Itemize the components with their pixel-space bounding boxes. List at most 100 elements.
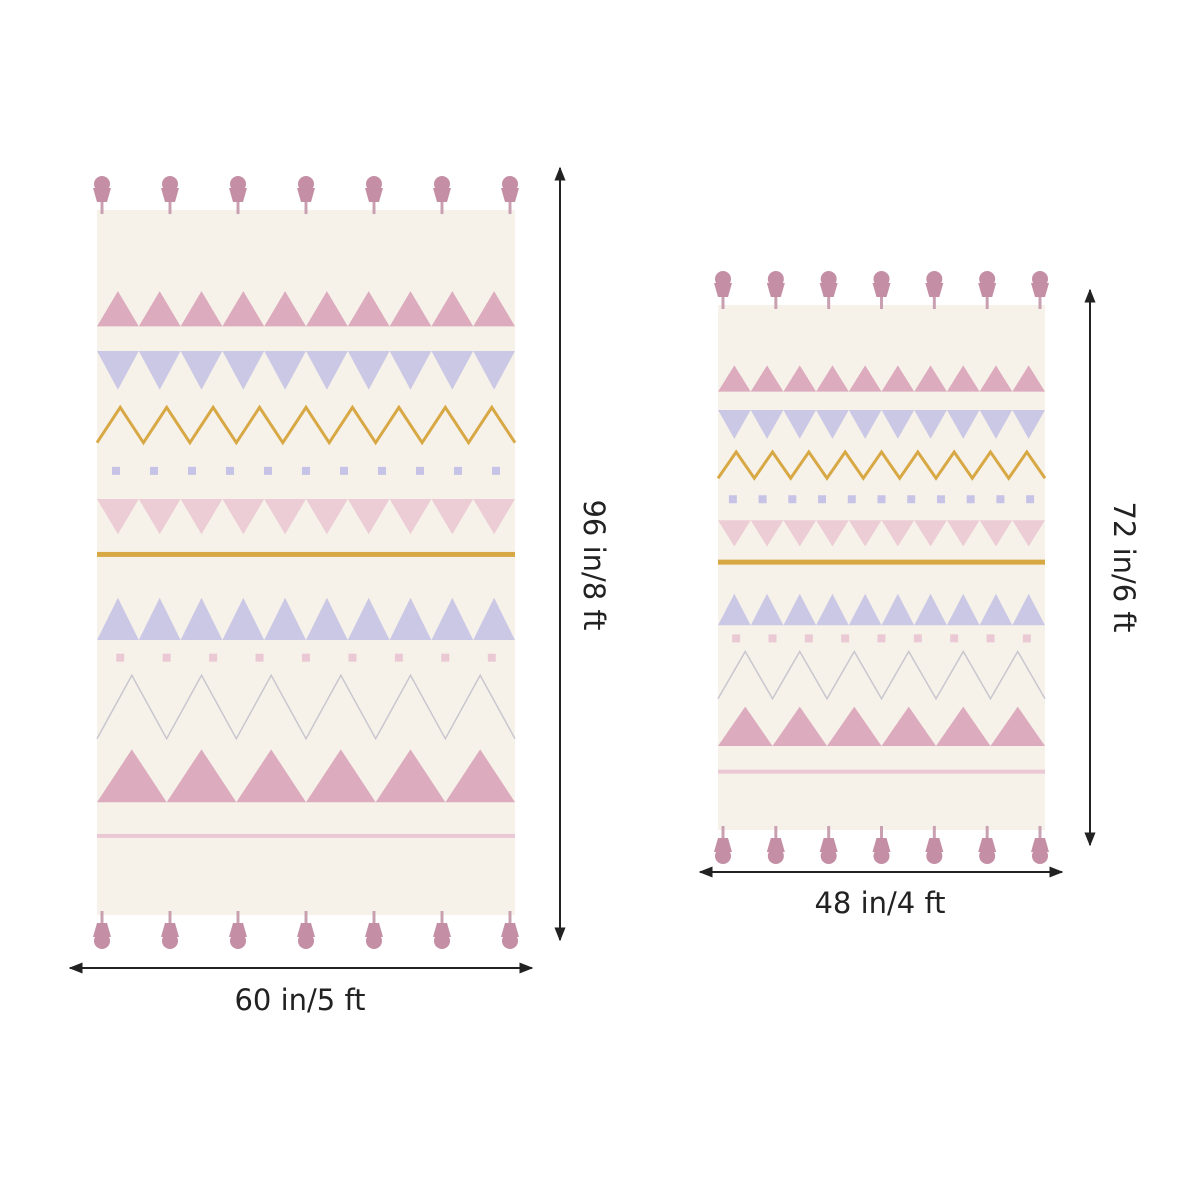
triangle <box>445 749 515 803</box>
dot <box>378 466 386 475</box>
dot <box>818 495 827 504</box>
tassel <box>297 188 315 202</box>
triangle <box>816 520 849 547</box>
triangle <box>473 499 515 535</box>
dot <box>116 653 125 662</box>
tassel <box>1031 838 1049 852</box>
triangle <box>946 365 980 392</box>
tassel-knot <box>979 848 996 864</box>
triangle <box>306 351 348 390</box>
triangle <box>389 597 432 641</box>
dot <box>492 466 500 475</box>
triangle <box>306 597 348 641</box>
tassel <box>925 838 944 852</box>
triangle <box>848 593 882 626</box>
triangle <box>264 597 306 641</box>
dot <box>936 495 945 504</box>
triangle <box>881 520 915 547</box>
dot <box>162 653 171 662</box>
triangle <box>718 520 751 547</box>
triangle <box>389 291 432 327</box>
triangle <box>347 291 390 327</box>
dot <box>340 466 348 475</box>
triangle <box>816 410 849 439</box>
triangle <box>750 593 784 626</box>
dot <box>986 634 995 643</box>
triangle <box>431 291 474 327</box>
stripe <box>718 559 1045 565</box>
tassel <box>161 188 179 202</box>
dot <box>768 634 777 643</box>
triangle <box>138 351 181 390</box>
zigzag <box>96 673 516 741</box>
tassel <box>229 923 247 937</box>
rug <box>718 305 1045 830</box>
tassel-knot <box>434 176 450 192</box>
tassel-knot <box>230 176 246 192</box>
triangle <box>718 365 751 392</box>
triangle <box>222 291 265 327</box>
triangle <box>946 520 980 547</box>
tassel-knot <box>926 271 943 287</box>
dot <box>996 495 1005 504</box>
dot <box>454 466 462 475</box>
triangle <box>473 597 515 641</box>
triangle <box>306 291 348 327</box>
width-label: 48 in/4 ft <box>814 886 945 920</box>
triangle <box>222 351 265 390</box>
triangle <box>848 365 882 392</box>
triangle <box>347 499 390 535</box>
dot <box>841 634 850 643</box>
triangle <box>180 351 223 390</box>
tassel-knot <box>298 176 314 192</box>
triangle <box>783 593 817 626</box>
triangle <box>180 499 223 535</box>
tassel-knot <box>1032 271 1048 287</box>
tassel-knot <box>434 933 450 949</box>
triangle <box>138 291 181 327</box>
tassel <box>766 283 785 297</box>
tassel <box>93 188 111 202</box>
tassel-knot <box>820 271 837 287</box>
triangle <box>473 351 515 390</box>
tassel <box>714 283 732 297</box>
tassel-knot <box>502 176 518 192</box>
triangle <box>264 291 306 327</box>
triangle <box>750 520 784 547</box>
triangle <box>473 291 515 327</box>
triangle <box>166 749 237 803</box>
triangle <box>881 410 915 439</box>
dot <box>788 495 797 504</box>
dot <box>264 466 272 475</box>
triangle <box>236 749 306 803</box>
dot <box>758 495 767 504</box>
triangle <box>97 597 139 641</box>
dot <box>487 653 496 662</box>
triangle <box>990 706 1045 746</box>
triangle <box>848 520 882 547</box>
triangle <box>97 499 139 535</box>
dot <box>950 634 959 643</box>
tassel <box>433 923 451 937</box>
triangle <box>138 597 181 641</box>
tassel-knot <box>162 176 178 192</box>
triangle <box>138 499 181 535</box>
tassel-knot <box>820 848 837 864</box>
triangle <box>347 351 390 390</box>
tassel-knot <box>979 271 996 287</box>
triangle <box>347 597 390 641</box>
triangle <box>816 593 849 626</box>
triangle <box>750 410 784 439</box>
tassel <box>433 188 451 202</box>
tassel <box>872 283 891 297</box>
zigzag <box>95 404 517 446</box>
tassel <box>297 923 315 937</box>
triangle <box>914 365 947 392</box>
tassel <box>872 838 891 852</box>
triangle <box>180 597 223 641</box>
triangle <box>946 410 980 439</box>
dot <box>847 495 856 504</box>
dot <box>302 653 310 662</box>
triangle <box>979 593 1013 626</box>
dot <box>877 495 886 504</box>
